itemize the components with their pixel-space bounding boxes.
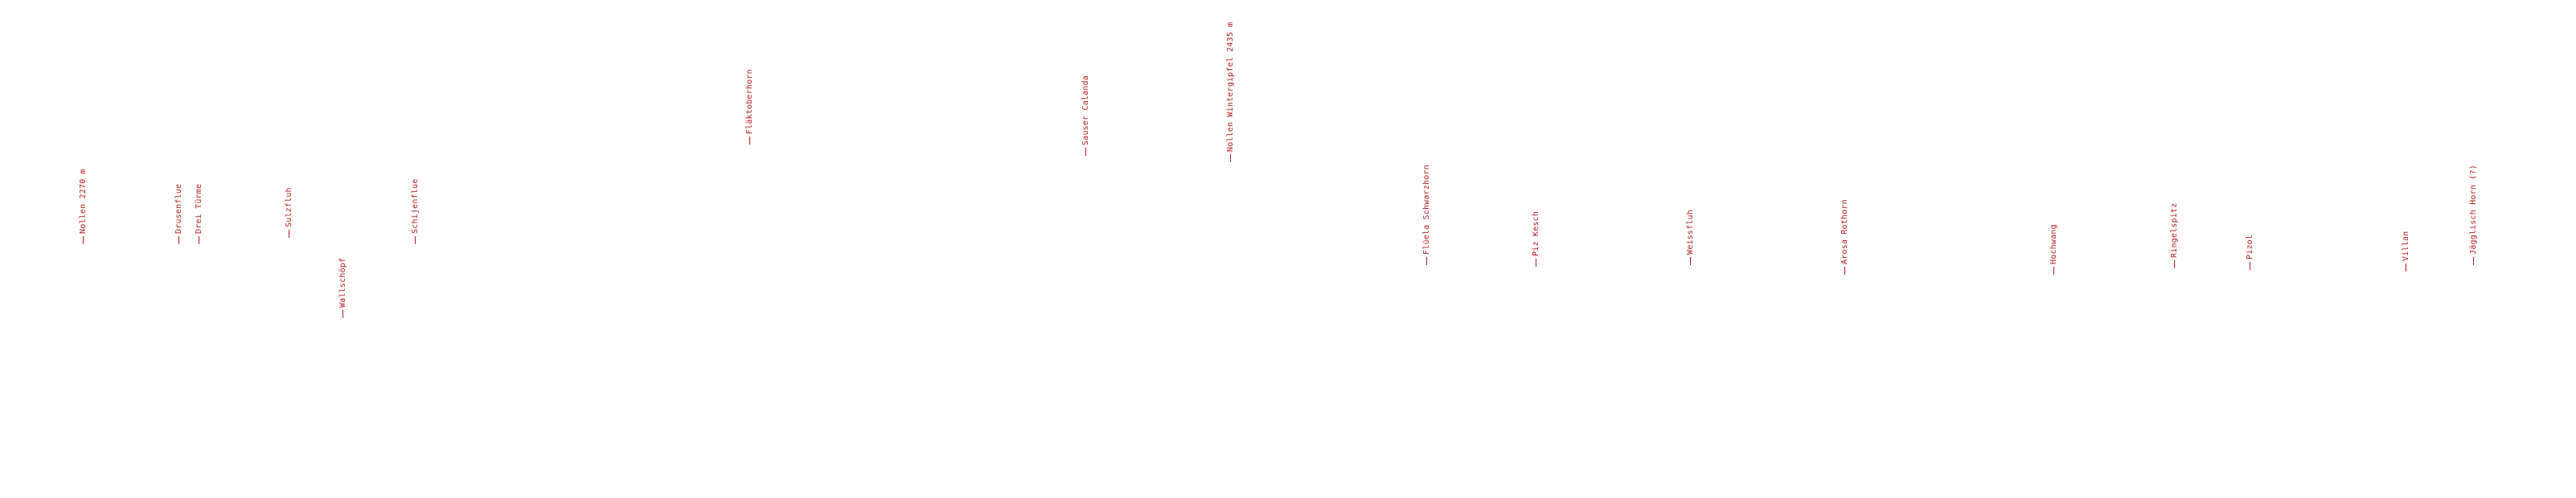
peak-label-schijenflue: Schijenflue	[411, 178, 420, 244]
peak-name: Nollen Wintergipfel 2435 m	[1226, 22, 1235, 152]
peak-label-flaektoberhorn: Fläktoberhorn	[745, 69, 754, 145]
peak-name: Weissfluh	[1686, 210, 1695, 255]
peak-name: Pizol	[2246, 234, 2254, 259]
peak-tick	[1689, 257, 1691, 265]
peak-tick	[1229, 154, 1231, 162]
peak-label-drusenflue: Drusenflue	[174, 183, 183, 244]
peak-tick	[82, 236, 84, 244]
peak-tick	[2173, 260, 2175, 268]
peak-tick	[1085, 148, 1086, 156]
peak-name: Drei Türme	[195, 183, 203, 234]
peak-label-weissfluh: Weissfluh	[1686, 210, 1695, 265]
peak-label-drei-tuerme: Drei Türme	[195, 184, 203, 244]
peak-name: Fläktoberhorn	[745, 69, 754, 134]
peak-name: Nollen 2270 m	[79, 169, 88, 234]
peak-name: Schijenflue	[411, 178, 420, 234]
peak-tick	[178, 236, 179, 244]
peak-label-nollen: Nollen 2270 m	[79, 169, 88, 244]
peak-name: Sulzfluh	[285, 187, 293, 227]
peak-label-jaegglisch-horn: Jägglisch Horn (?)	[2469, 165, 2478, 265]
peak-label-nollen-wintergipfel: Nollen Wintergipfel 2435 m	[1226, 22, 1235, 162]
peak-label-piz-kesch: Piz Kesch	[1532, 211, 1540, 267]
peak-name: Villan	[2402, 231, 2410, 261]
peak-tick	[2053, 267, 2054, 275]
peak-name: Flüela Schwarzhorn	[1422, 165, 1431, 255]
peak-name: Sauser Calanda	[1081, 75, 1090, 145]
peak-label-sauser-calanda: Sauser Calanda	[1081, 75, 1090, 156]
peak-label-pizol: Pizol	[2246, 235, 2254, 270]
peak-name: Wallschöpf	[338, 257, 347, 308]
peak-name: Hochwang	[2049, 224, 2058, 264]
peak-tick	[1844, 267, 1845, 275]
peak-tick	[414, 236, 416, 244]
peak-tick	[749, 137, 750, 145]
peak-label-flueela-schwarzhorn: Flüela Schwarzhorn	[1422, 165, 1431, 265]
peak-tick	[2472, 257, 2474, 265]
peak-tick	[1425, 257, 1427, 265]
peak-label-wallschoepf: Wallschöpf	[338, 257, 347, 318]
peak-name: Arosa Rothorn	[1840, 199, 1849, 264]
peak-name: Ringelspitz	[2170, 202, 2179, 258]
peak-name: Piz Kesch	[1532, 211, 1540, 256]
peak-label-sulzfluh: Sulzfluh	[285, 187, 293, 238]
peak-label-arosa-rothorn: Arosa Rothorn	[1840, 199, 1849, 275]
peak-label-ringelspitz: Ringelspitz	[2170, 202, 2179, 268]
peak-label-hochwang: Hochwang	[2049, 224, 2058, 275]
peak-label-villan: Villan	[2402, 231, 2410, 271]
peak-name: Drusenflue	[174, 183, 183, 234]
peak-name: Jägglisch Horn (?)	[2469, 165, 2478, 255]
